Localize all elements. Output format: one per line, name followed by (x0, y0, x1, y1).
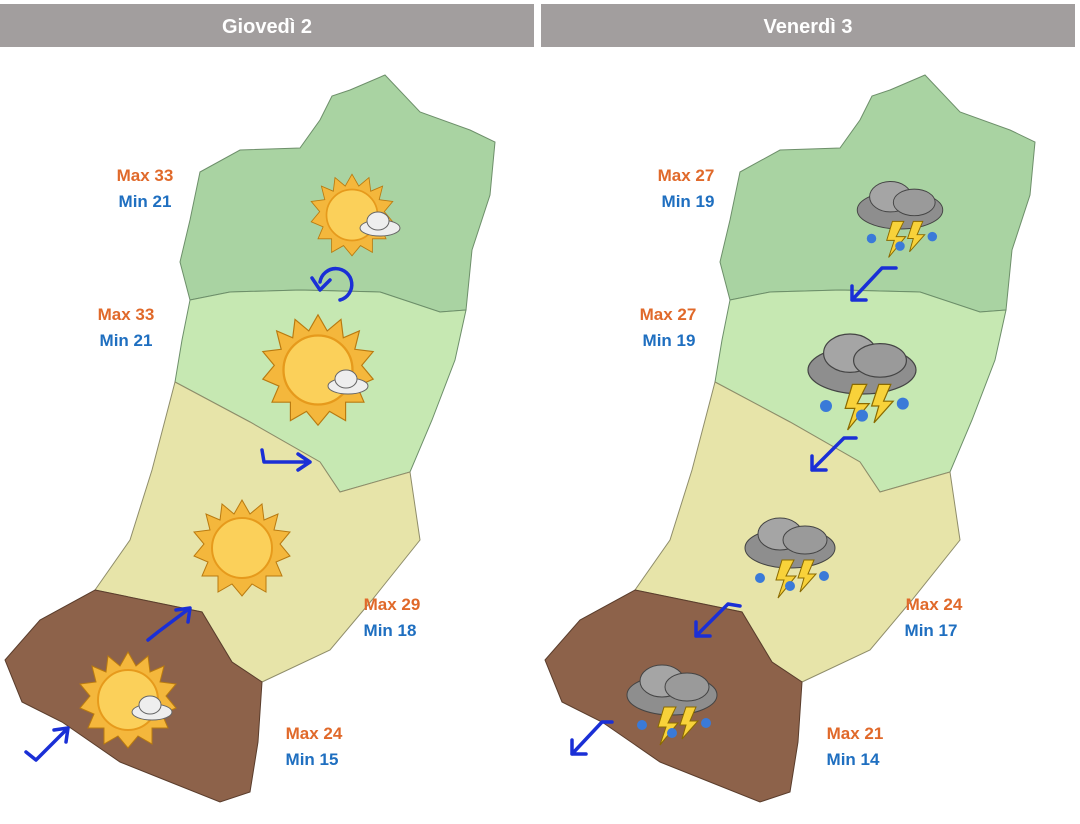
min-temp: Min 14 (827, 750, 880, 769)
min-temp: Min 17 (905, 621, 958, 640)
wind-arrow (570, 720, 614, 756)
min-temp: Min 19 (643, 331, 696, 350)
max-temp: Max 27 (640, 305, 697, 324)
day-title: Giovedì 2 (222, 16, 312, 38)
header-bar (0, 4, 534, 47)
wind-arrow (850, 266, 898, 302)
wind-arrow (260, 448, 312, 472)
max-temp: Max 24 (286, 724, 343, 743)
max-temp: Max 33 (98, 305, 155, 324)
min-temp: Min 15 (286, 750, 339, 769)
max-temp: Max 24 (906, 595, 963, 614)
min-temp: Min 21 (100, 331, 153, 350)
map-region (4, 74, 496, 803)
wind-arrow (146, 606, 192, 642)
min-temp: Min 18 (364, 621, 417, 640)
max-temp: Max 27 (658, 166, 715, 185)
wind-arrow (24, 726, 70, 762)
wind-arrow (310, 266, 354, 302)
min-temp: Min 21 (119, 192, 172, 211)
header-bar (541, 4, 1075, 47)
day-title: Venerdì 3 (764, 16, 853, 38)
max-temp: Max 33 (117, 166, 174, 185)
map-region (544, 74, 1036, 803)
wind-arrow (694, 602, 742, 638)
min-temp: Min 19 (662, 192, 715, 211)
wind-arrow (810, 436, 858, 472)
max-temp: Max 21 (827, 724, 884, 743)
max-temp: Max 29 (364, 595, 421, 614)
